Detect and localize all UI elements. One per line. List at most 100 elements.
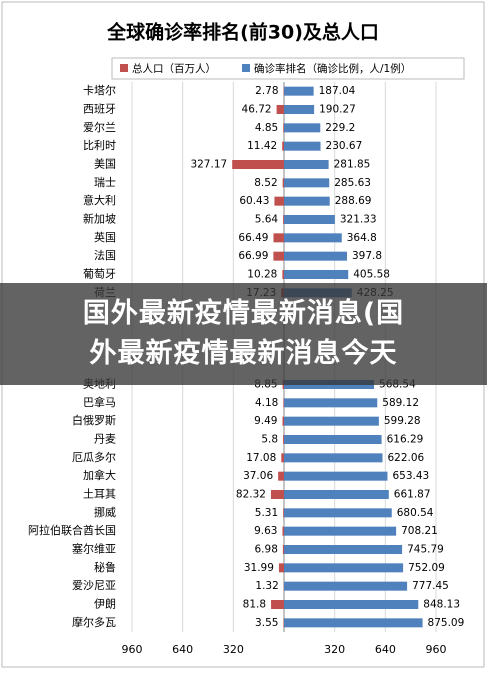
value-label: 229.2 [325,122,355,134]
value-label: 622.06 [387,452,424,464]
category-label: 比利时 [83,139,116,152]
value-label: 599.28 [384,415,421,427]
bar [284,490,389,499]
value-label: 848.13 [423,599,460,611]
value-label: 6.98 [255,544,278,556]
category-label: 伊朗 [94,598,116,611]
category-label: 英国 [94,230,116,244]
bar [279,563,284,572]
banner-line: 国外最新疫情最新消息(国 [83,294,404,334]
category-label: 巴拿马 [83,395,116,409]
value-label: 9.63 [254,525,277,537]
bar [282,527,284,536]
value-label: 37.06 [243,470,273,482]
value-label: 3.55 [255,617,278,629]
bar [283,508,284,517]
value-label: 589.12 [382,397,419,409]
category-label: 土耳其 [83,488,116,501]
bar [273,233,284,242]
category-label: 美国 [94,158,116,171]
category-label: 秘鲁 [94,560,116,574]
value-label: 745.79 [407,544,444,556]
bar [283,215,284,224]
bar [282,142,284,151]
value-label: 281.85 [334,159,371,171]
value-label: 10.28 [247,269,277,281]
value-label: 708.21 [401,525,438,537]
category-label: 新加坡 [83,212,116,226]
category-label: 西班牙 [83,103,116,116]
value-label: 288.69 [335,195,372,207]
value-label: 321.33 [340,214,377,226]
x-tick-label: 960 [122,643,143,656]
bar [283,545,284,554]
bar [284,600,418,609]
x-tick-label: 960 [426,643,447,656]
overlay-banner: 国外最新疫情最新消息(国 外最新疫情最新消息今天 [0,283,487,385]
bar [284,417,379,426]
value-label: 364.8 [347,232,377,244]
value-label: 9.49 [254,415,277,427]
value-label: 46.72 [242,104,272,116]
category-label: 加拿大 [83,468,116,482]
bar [281,453,284,462]
value-label: 875.09 [428,617,465,629]
value-label: 616.29 [387,434,424,446]
value-label: 4.18 [255,397,278,409]
category-label: 白俄罗斯 [72,413,116,427]
bar [284,215,335,224]
bar [284,178,329,187]
bar [284,87,314,96]
bar [271,600,284,609]
value-label: 82.32 [236,489,266,501]
legend-label: 确诊率排名（确诊比例，人/1例） [254,62,411,75]
bar [284,618,423,627]
bar [232,160,284,169]
category-label: 厄瓜多尔 [72,450,116,464]
bar [284,197,330,206]
value-label: 8.52 [254,177,277,189]
category-label: 摩尔多瓦 [72,615,116,629]
category-label: 意大利 [83,193,116,207]
bar [284,123,320,132]
bar [284,142,321,151]
value-label: 680.54 [397,507,434,519]
category-label: 阿拉伯联合酋长国 [28,523,116,537]
value-label: 653.43 [392,470,429,482]
value-label: 5.8 [261,434,278,446]
value-label: 397.8 [352,250,382,262]
bar [284,453,382,462]
bar [284,160,329,169]
bar [284,233,342,242]
value-label: 60.43 [239,195,269,207]
value-label: 11.42 [247,140,277,152]
x-tick-label: 320 [324,643,345,656]
value-label: 777.45 [412,580,449,592]
category-label: 挪威 [94,505,116,519]
bar [282,417,284,426]
x-tick-label: 640 [172,643,193,656]
bar [284,105,314,114]
bar [283,435,284,444]
value-label: 190.27 [319,104,356,116]
bar [273,252,284,261]
value-label: 2.78 [255,85,278,97]
bar [283,123,284,132]
legend-label: 总人口（百万人） [132,62,216,75]
bar [282,270,284,279]
bar [284,398,377,407]
bar [284,563,403,572]
bar [278,472,284,481]
value-label: 752.09 [408,562,445,574]
value-label: 66.99 [238,250,268,262]
legend-swatch [242,64,250,72]
value-label: 4.85 [255,122,278,134]
bar [284,545,402,554]
bar [271,490,284,499]
value-label: 405.58 [353,269,390,281]
bar [277,105,284,114]
category-label: 爱沙尼亚 [72,579,116,592]
category-label: 塞尔维亚 [72,542,116,556]
value-label: 81.8 [243,599,266,611]
